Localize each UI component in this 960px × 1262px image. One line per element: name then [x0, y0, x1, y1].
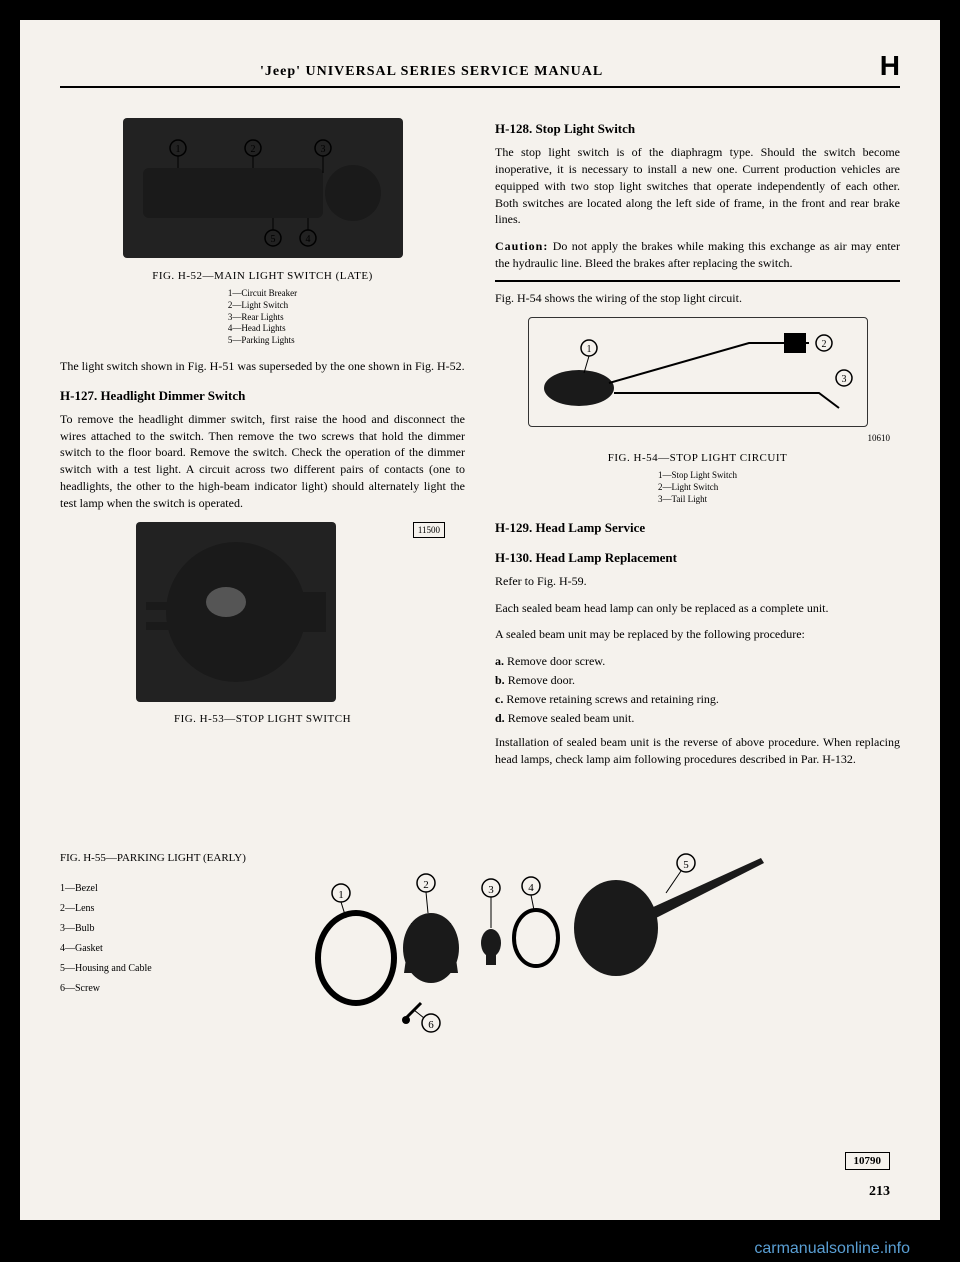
caution-block: Caution: Do not apply the brakes while m…	[495, 238, 900, 272]
step-text-d: Remove sealed beam unit.	[508, 711, 635, 725]
fig-h55-title: FIG. H-55—PARKING LIGHT (EARLY)	[60, 847, 246, 869]
svg-text:2: 2	[821, 339, 826, 350]
heading-h130: H-130. Head Lamp Replacement	[495, 549, 900, 567]
body-h128: The stop light switch is of the diaphrag…	[495, 144, 900, 228]
page-container: 'Jeep' UNIVERSAL SERIES SERVICE MANUAL H…	[20, 20, 940, 1220]
fig-h54-number: 10610	[495, 432, 890, 445]
figure-box-number: 10790	[845, 1152, 891, 1170]
heading-h129: H-129. Head Lamp Service	[495, 519, 900, 537]
svg-text:5: 5	[270, 234, 275, 245]
para-fig54-ref: Fig. H-54 shows the wiring of the stop l…	[495, 290, 900, 307]
fig-h54-image: 2 1 3	[528, 317, 868, 427]
page-number: 213	[869, 1184, 890, 1200]
fig-h52-caption: FIG. H-52—MAIN LIGHT SWITCH (LATE)	[60, 269, 465, 284]
divider	[495, 280, 900, 282]
step-label-d: d.	[495, 711, 508, 725]
step-a: a. Remove door screw.	[495, 653, 900, 670]
svg-text:3: 3	[488, 884, 494, 896]
header-title: 'Jeep' UNIVERSAL SERIES SERVICE MANUAL	[260, 64, 603, 80]
figure-h54: 2 1 3 10610 FIG. H-54—STOP LIGHT CIRCUIT…	[495, 317, 900, 507]
h130-p2: A sealed beam unit may be replaced by th…	[495, 626, 900, 643]
fig-h54-legend: 1—Stop Light Switch 2—Light Switch 3—Tai…	[658, 470, 737, 505]
step-text-a: Remove door screw.	[507, 654, 605, 668]
step-label-c: c.	[495, 692, 506, 706]
watermark: carmanualsonline.info	[754, 1240, 910, 1258]
step-d: d. Remove sealed beam unit.	[495, 710, 900, 727]
page-header: 'Jeep' UNIVERSAL SERIES SERVICE MANUAL H	[60, 50, 900, 88]
svg-text:4: 4	[528, 882, 534, 894]
svg-text:2: 2	[423, 879, 429, 891]
header-section-letter: H	[880, 50, 900, 82]
fig-h55-legend-3: 3—Bulb	[60, 919, 246, 939]
fig-h53-image	[136, 522, 336, 702]
fig-h52-image: 1 2 3 5 4	[123, 118, 403, 258]
left-column: 1 2 3 5 4	[60, 108, 465, 778]
fig-h53-number: 11500	[413, 522, 445, 539]
body-h127: To remove the headlight dimmer switch, f…	[60, 411, 465, 512]
fig-h55-image: 1 2 3 4 5 6	[286, 808, 766, 1038]
svg-text:5: 5	[683, 859, 689, 871]
svg-text:1: 1	[338, 889, 344, 901]
right-column: H-128. Stop Light Switch The stop light …	[495, 108, 900, 778]
caution-label: Caution:	[495, 239, 548, 253]
svg-text:1: 1	[175, 144, 180, 155]
step-b: b. Remove door.	[495, 672, 900, 689]
svg-text:3: 3	[841, 374, 846, 385]
figure-h52: 1 2 3 5 4	[60, 118, 465, 348]
para-superseded: The light switch shown in Fig. H-51 was …	[60, 358, 465, 375]
figure-h53: 11500 FIG. H-53—STOP LIGHT SWITCH	[60, 522, 465, 728]
svg-text:6: 6	[428, 1019, 434, 1031]
svg-text:4: 4	[305, 234, 310, 245]
svg-text:2: 2	[250, 144, 255, 155]
step-label-a: a.	[495, 654, 507, 668]
fig-h55-legend-4: 4—Gasket	[60, 939, 246, 959]
step-text-c: Remove retaining screws and retaining ri…	[506, 692, 719, 706]
fig-h55-legend-5: 5—Housing and Cable	[60, 959, 246, 979]
fig-h52-legend: 1—Circuit Breaker 2—Light Switch 3—Rear …	[228, 288, 297, 346]
fig-h55-legend-2: 2—Lens	[60, 899, 246, 919]
svg-text:1: 1	[586, 344, 591, 355]
svg-text:3: 3	[320, 144, 325, 155]
caution-text: Do not apply the brakes while making thi…	[495, 239, 900, 270]
heading-h128: H-128. Stop Light Switch	[495, 120, 900, 138]
h130-p3: Installation of sealed beam unit is the …	[495, 734, 900, 768]
fig-h55-legend-6: 6—Screw	[60, 979, 246, 999]
fig-h53-caption: FIG. H-53—STOP LIGHT SWITCH	[60, 712, 465, 727]
fig-h55-legend-1: 1—Bezel	[60, 879, 246, 899]
figure-h55: FIG. H-55—PARKING LIGHT (EARLY) 1—Bezel …	[60, 808, 900, 1038]
step-label-b: b.	[495, 673, 508, 687]
fig-h54-caption: FIG. H-54—STOP LIGHT CIRCUIT	[495, 451, 900, 466]
h130-p1: Each sealed beam head lamp can only be r…	[495, 600, 900, 617]
two-column-layout: 1 2 3 5 4	[60, 108, 900, 778]
step-text-b: Remove door.	[508, 673, 575, 687]
fig-h55-legend-block: FIG. H-55—PARKING LIGHT (EARLY) 1—Bezel …	[60, 847, 246, 999]
step-c: c. Remove retaining screws and retaining…	[495, 691, 900, 708]
h130-ref: Refer to Fig. H-59.	[495, 573, 900, 590]
heading-h127: H-127. Headlight Dimmer Switch	[60, 387, 465, 405]
